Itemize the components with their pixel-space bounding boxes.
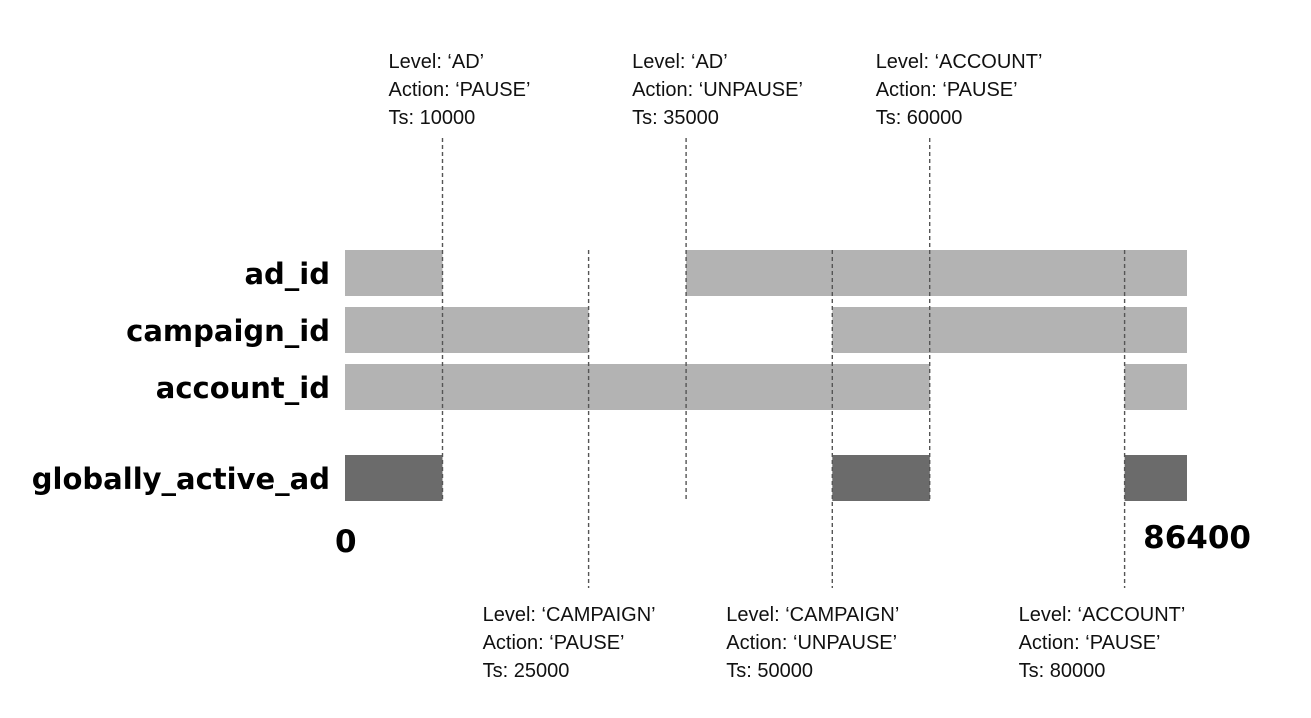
account-pause-60000-annotation-line-3: Ts: 60000 bbox=[876, 107, 963, 129]
account-pause-80000-annotation: Level: ‘ACCOUNT’ Action: ‘PAUSE’ Ts: 80000 bbox=[1019, 604, 1186, 682]
globally-active-segment-2 bbox=[832, 455, 930, 501]
account-pause-80000-annotation-line-2: Action: ‘PAUSE’ bbox=[1019, 632, 1161, 654]
campaign-pause-annotation-line-1: Level: ‘CAMPAIGN’ bbox=[483, 604, 656, 626]
ad-row-label: ad_id bbox=[244, 257, 330, 291]
event-markers-layer bbox=[441, 138, 1126, 588]
globally-active-segment-1 bbox=[345, 455, 443, 501]
ad-segment-2 bbox=[686, 250, 1187, 296]
campaign-unpause-annotation-line-1: Level: ‘CAMPAIGN’ bbox=[726, 604, 899, 626]
row-labels-layer: ad_id campaign_id account_id globally_activ… bbox=[32, 257, 330, 496]
globally-active-row-label: globally_active_ad bbox=[32, 462, 330, 496]
campaign-segment-1 bbox=[345, 307, 589, 353]
globally-active-segment-3 bbox=[1124, 455, 1187, 501]
account-pause-80000-annotation-line-1: Level: ‘ACCOUNT’ bbox=[1019, 604, 1186, 626]
account-segment-2 bbox=[1124, 364, 1187, 410]
ad-unpause-annotation-line-2: Action: ‘UNPAUSE’ bbox=[632, 79, 803, 101]
account-row-label: account_id bbox=[156, 371, 330, 405]
campaign-unpause-annotation: Level: ‘CAMPAIGN’ Action: ‘UNPAUSE’ Ts: 50… bbox=[726, 604, 899, 682]
ad-unpause-annotation-line-1: Level: ‘AD’ bbox=[632, 51, 728, 73]
timeline-end-label: 86400 bbox=[1143, 520, 1251, 556]
campaign-pause-annotation: Level: ‘CAMPAIGN’ Action: ‘PAUSE’ Ts: 2500… bbox=[483, 604, 656, 682]
campaign-unpause-annotation-line-3: Ts: 50000 bbox=[726, 660, 813, 682]
ad-pause-annotation: Level: ‘AD’ Action: ‘PAUSE’ Ts: 10000 bbox=[389, 51, 531, 129]
campaign-pause-annotation-line-3: Ts: 25000 bbox=[483, 660, 570, 682]
event-annotations-layer: Level: ‘AD’Action: ‘PAUSE’Ts: 10000Level… bbox=[389, 51, 1186, 682]
account-pause-80000-annotation-line-3: Ts: 80000 bbox=[1019, 660, 1106, 682]
ad-unpause-annotation: Level: ‘AD’ Action: ‘UNPAUSE’ Ts: 35000 bbox=[632, 51, 803, 129]
account-pause-60000-annotation-line-2: Action: ‘PAUSE’ bbox=[876, 79, 1018, 101]
campaign-row-label: campaign_id bbox=[126, 314, 330, 348]
ad-segment-1 bbox=[345, 250, 443, 296]
ad-unpause-annotation-line-3: Ts: 35000 bbox=[632, 107, 719, 129]
ad-pause-annotation-line-2: Action: ‘PAUSE’ bbox=[389, 79, 531, 101]
account-pause-60000-annotation-line-1: Level: ‘ACCOUNT’ bbox=[876, 51, 1043, 73]
ad-pause-annotation-line-3: Ts: 10000 bbox=[389, 107, 476, 129]
timeline-start-label: 0 bbox=[335, 524, 357, 560]
ad-pause-annotation-line-1: Level: ‘AD’ bbox=[389, 51, 485, 73]
account-pause-60000-annotation: Level: ‘ACCOUNT’ Action: ‘PAUSE’ Ts: 60000 bbox=[876, 51, 1043, 129]
account-segment-1 bbox=[345, 364, 930, 410]
bars-layer bbox=[345, 250, 1187, 501]
campaign-pause-annotation-line-2: Action: ‘PAUSE’ bbox=[483, 632, 625, 654]
campaign-unpause-annotation-line-2: Action: ‘UNPAUSE’ bbox=[726, 632, 897, 654]
campaign-segment-2 bbox=[832, 307, 1187, 353]
